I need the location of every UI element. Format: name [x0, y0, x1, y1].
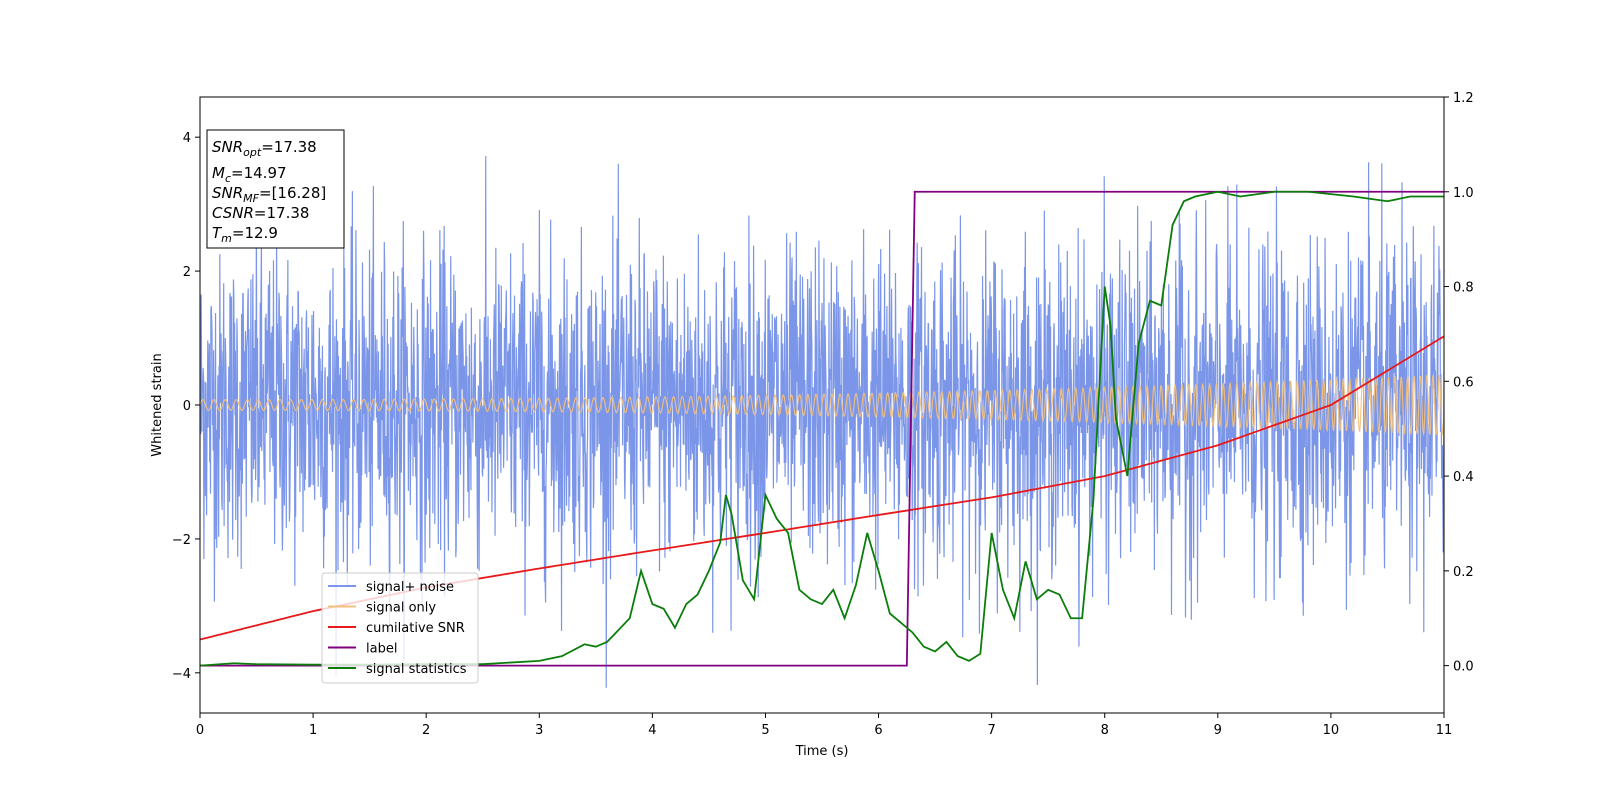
y-right-tick-label: 0.2: [1453, 565, 1474, 580]
x-tick-label: 8: [1101, 723, 1109, 738]
series-label-line: [200, 190, 1444, 667]
x-tick-label: 7: [987, 723, 995, 738]
annotation-line: SNRMF=[16.28]: [212, 184, 326, 205]
y-left-tick-label: 0: [183, 399, 191, 414]
legend-label: label: [366, 642, 397, 657]
annotation-line: CSNR=17.38: [212, 204, 309, 222]
y-right-tick-label: 1.0: [1453, 186, 1474, 201]
x-tick-label: 4: [648, 723, 656, 738]
y-right-tick-label: 0.4: [1453, 470, 1474, 485]
y-axis-label: Whitened strain: [150, 353, 165, 456]
metrics-annotation-box: SNRopt=17.38 Mc=14.97SNRMF=[16.28]CSNR=17…: [206, 129, 345, 249]
y-left-tick-label: −2: [172, 533, 191, 548]
y-right-tick-label: 0.0: [1453, 660, 1474, 675]
series-signal-noise-line: [200, 156, 1444, 688]
x-tick-label: 5: [761, 723, 769, 738]
y-left-tick-label: 2: [183, 265, 191, 280]
y-right-tick-label: 1.2: [1453, 91, 1474, 106]
y-right-tick-label: 0.8: [1453, 281, 1474, 296]
x-tick-label: 3: [535, 723, 543, 738]
legend-label: signal+ noise: [366, 580, 454, 595]
x-tick-label: 11: [1436, 723, 1453, 738]
series-signal-only-line: [200, 373, 1444, 437]
annotation-line: SNRopt=17.38: [212, 138, 317, 159]
x-tick-label: 1: [309, 723, 317, 738]
annotation-line: Tm=12.9: [212, 224, 278, 245]
x-tick-label: 9: [1214, 723, 1222, 738]
y-right-tick-label: 0.6: [1453, 375, 1474, 390]
x-axis-label: Time (s): [795, 744, 849, 759]
legend-label: cumilative SNR: [366, 621, 465, 636]
y-left-tick-label: −4: [172, 667, 191, 682]
annotation-line: Mc=14.97: [212, 164, 287, 185]
x-tick-label: 2: [422, 723, 430, 738]
x-tick-label: 10: [1323, 723, 1340, 738]
legend: signal+ noise signal only cumilative SNR la…: [321, 572, 479, 684]
legend-label: signal only: [366, 601, 436, 616]
series-signal-statistics-line: [200, 190, 1444, 667]
y-left-tick-label: 4: [183, 131, 191, 146]
legend-label: signal statistics: [366, 662, 467, 677]
x-tick-label: 6: [874, 723, 882, 738]
x-tick-label: 0: [196, 723, 204, 738]
